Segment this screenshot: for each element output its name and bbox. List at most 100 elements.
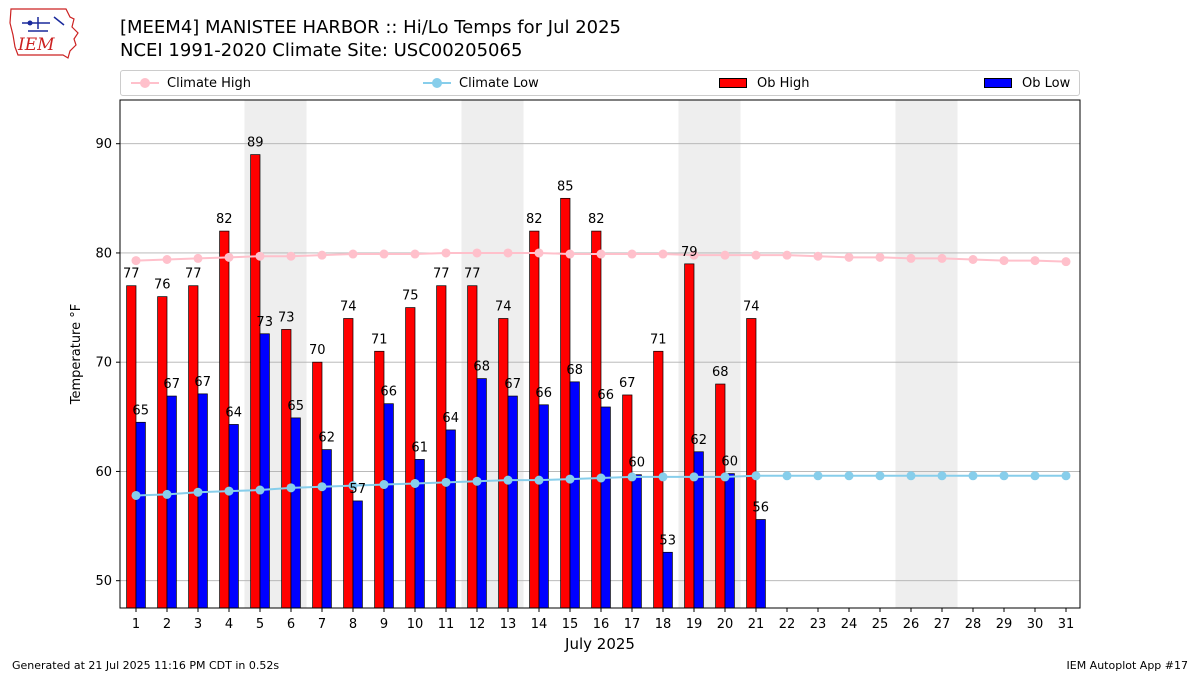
climate-low-point [875,471,885,481]
ob-low-bar [662,551,673,609]
climate-low-point [162,489,172,499]
ob-high-bar [684,263,695,609]
ob-high-bar [126,285,137,609]
climate-high-point [441,248,451,258]
x-tick-label: 12 [469,617,486,632]
x-tick-label: 17 [624,617,641,632]
x-axis-label: July 2025 [564,635,635,653]
weekend-shade [895,100,958,608]
ob-high-label: 67 [619,376,636,391]
ob-high-bar [653,350,664,609]
climate-low-point [472,476,482,486]
x-tick-label: 18 [655,617,672,632]
ob-high-label: 74 [340,299,357,314]
x-tick-label: 6 [287,617,295,632]
climate-high-point [503,248,513,258]
climate-high-point [410,249,420,259]
ob-high-label: 74 [743,299,760,314]
climate-low-point [968,471,978,481]
ob-low-label: 67 [504,377,521,392]
x-tick-label: 5 [256,617,264,632]
x-tick-label: 8 [349,617,357,632]
climate-low-point [534,475,544,485]
climate-low-point [782,471,792,481]
ob-low-label: 60 [628,456,645,471]
climate-high-point [813,251,823,261]
ob-high-label: 70 [309,343,326,358]
ob-low-bar [569,381,580,609]
climate-low-point [193,487,203,497]
ob-low-bar [693,451,704,609]
ob-high-bar [219,230,230,609]
ob-high-label: 71 [371,332,388,347]
ob-low-label: 61 [411,440,428,455]
ob-high-label: 77 [464,267,481,282]
ob-high-label: 77 [433,267,450,282]
x-tick-label: 2 [163,617,171,632]
legend-swatch-ob-low [984,78,1012,88]
ob-low-bar [290,417,301,609]
ob-high-label: 74 [495,299,512,314]
legend-swatch-climate-low [423,71,451,95]
climate-high-point [782,250,792,260]
ob-low-label: 68 [473,360,490,375]
ob-high-label: 82 [588,212,605,227]
ob-high-bar [467,285,478,609]
climate-low-point [441,477,451,487]
x-tick-label: 7 [318,617,326,632]
x-tick-label: 30 [1027,617,1044,632]
climate-high-point [1061,257,1071,267]
ob-high-label: 73 [278,310,295,325]
climate-low-point [503,475,513,485]
x-tick-label: 19 [686,617,703,632]
climate-high-point [689,250,699,260]
legend-item-climate-high: Climate High [131,71,251,95]
climate-low-point [1030,471,1040,481]
climate-high-point [162,255,172,265]
climate-low-point [317,482,327,492]
x-tick-label: 16 [593,617,610,632]
legend-label-ob-low: Ob Low [1022,75,1071,91]
ob-high-label: 75 [402,289,419,304]
ob-low-label: 64 [225,405,242,420]
chart-title: [MEEM4] MANISTEE HARBOR :: Hi/Lo Temps f… [120,17,622,38]
x-tick-label: 14 [531,617,548,632]
climate-high-point [317,250,327,260]
climate-high-point [131,256,141,266]
climate-high-point [844,252,854,262]
climate-low-point [131,490,141,500]
ob-low-label: 67 [194,375,211,390]
chart-legend: Climate High Climate Low Ob High Ob Low [120,70,1080,96]
climate-low-point [224,486,234,496]
ob-low-label: 65 [132,403,149,418]
climate-high-point [596,249,606,259]
ob-low-bar [414,459,425,609]
climate-high-point [999,256,1009,266]
ob-high-bar [312,361,323,609]
ob-high-bar [746,318,757,609]
x-tick-label: 27 [934,617,951,632]
x-tick-label: 1 [132,617,140,632]
climate-high-point [379,249,389,259]
y-tick-label: 50 [95,574,112,589]
ob-low-label: 66 [597,388,614,403]
climate-low-point [596,473,606,483]
ob-high-bar [560,197,571,609]
weekend-shade [244,100,307,608]
climate-low-point [906,471,916,481]
climate-high-point [472,248,482,258]
y-tick-label: 90 [95,137,112,152]
climate-low-point [999,471,1009,481]
climate-low-point [255,485,265,495]
iem-logo: IEM [9,8,79,59]
ob-low-bar [197,393,208,609]
y-tick-label: 60 [95,465,112,480]
ob-high-bar [157,296,168,609]
y-axis-label: Temperature °F [69,304,84,405]
ob-low-label: 65 [287,399,304,414]
climate-high-point [286,251,296,261]
climate-low-point [379,480,389,490]
ob-high-bar [281,329,292,609]
generated-footer: Generated at 21 Jul 2025 11:16 PM CDT in… [12,659,280,672]
ob-low-bar [600,406,611,609]
